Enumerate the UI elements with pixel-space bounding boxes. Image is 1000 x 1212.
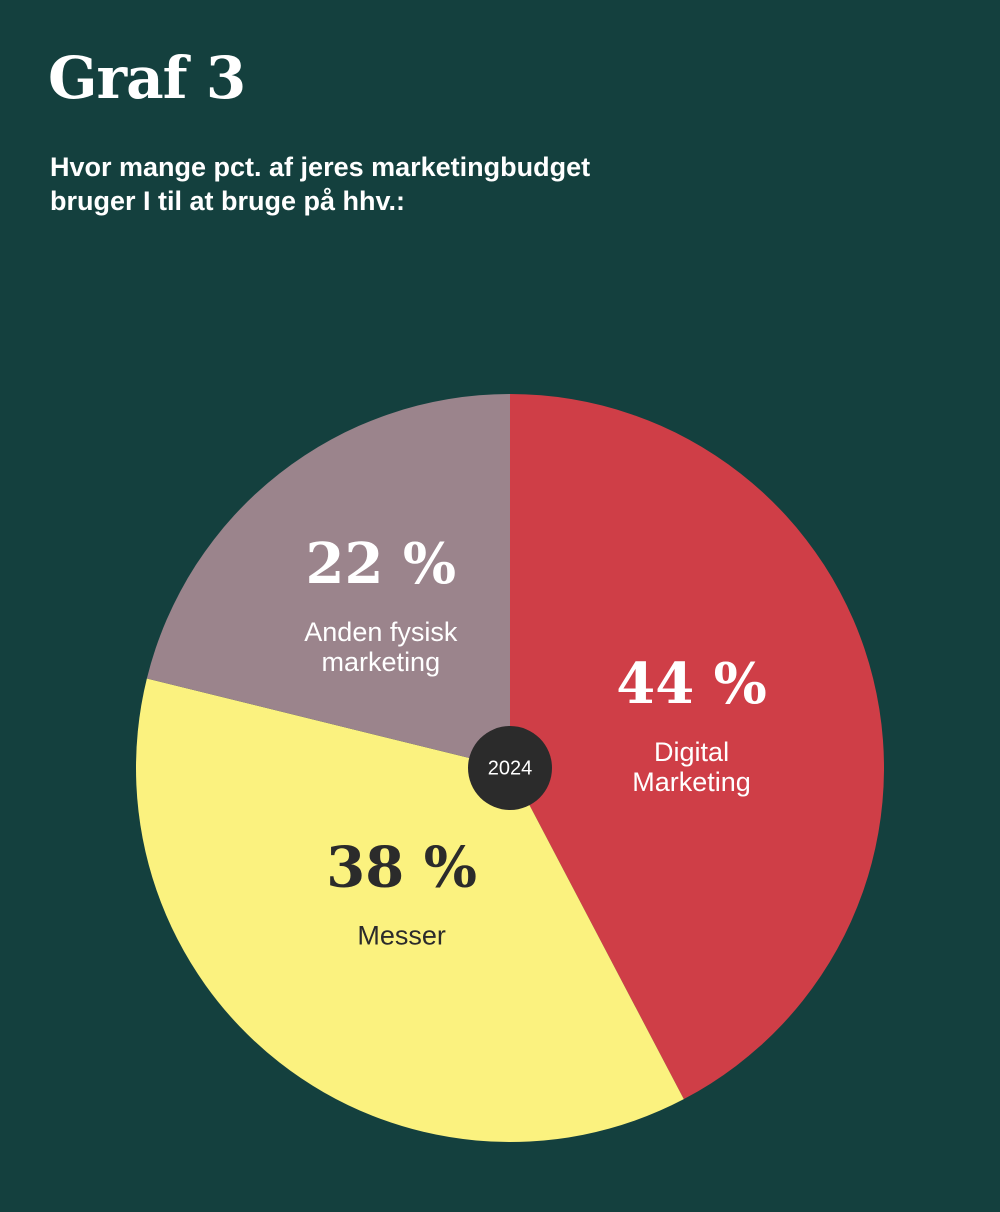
chart-subtitle: Hvor mange pct. af jeres marketingbudget… — [50, 150, 690, 218]
pie-slice-3 — [146, 394, 510, 768]
slice-value-label-1: 44 % — [616, 651, 767, 717]
center-year-label: 2024 — [488, 757, 533, 779]
slice-category-label-3-line-2: marketing — [322, 647, 441, 677]
pie-slices — [136, 394, 884, 1143]
slice-value-label-3: 22 % — [306, 531, 457, 597]
center-circle — [468, 726, 552, 810]
slice-category-label-1-line-2: Marketing — [632, 767, 751, 797]
pie-slice-2 — [136, 678, 684, 1143]
subtitle-line-1: Hvor mange pct. af jeres marketingbudget — [50, 152, 591, 182]
slice-value-label-2: 38 % — [326, 834, 477, 900]
pie-slice-1 — [510, 394, 884, 1100]
slice-category-label-1-line-1: Digital — [654, 737, 729, 767]
subtitle-line-2: bruger I til at bruge på hhv.: — [50, 186, 406, 216]
chart-title: Graf 3 — [48, 44, 246, 112]
slice-category-label-2-line-1: Messer — [357, 920, 446, 950]
slice-category-label-3-line-1: Anden fysisk — [304, 617, 458, 647]
